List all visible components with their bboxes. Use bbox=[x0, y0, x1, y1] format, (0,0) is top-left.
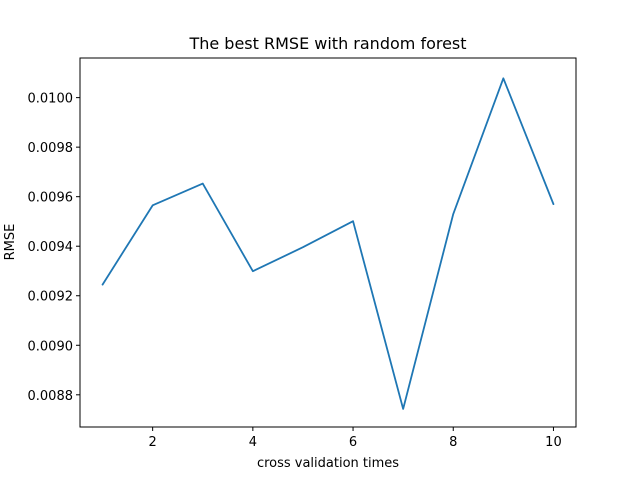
x-tick-label: 8 bbox=[449, 435, 457, 450]
y-tick-label: 0.0096 bbox=[28, 191, 74, 206]
x-tick-label: 2 bbox=[149, 435, 157, 450]
y-tick-label: 0.0098 bbox=[28, 141, 74, 156]
plot-frame bbox=[79, 57, 577, 428]
y-tick-label: 0.0094 bbox=[28, 240, 74, 255]
y-axis-label: RMSE bbox=[3, 224, 18, 261]
chart-title: The best RMSE with random forest bbox=[188, 34, 466, 53]
x-tick-label: 6 bbox=[349, 435, 357, 450]
x-tick-label: 4 bbox=[249, 435, 257, 450]
y-tick-label: 0.0092 bbox=[28, 290, 74, 305]
y-tick-label: 0.0088 bbox=[28, 389, 74, 404]
x-axis-label: cross validation times bbox=[257, 456, 399, 471]
y-tick-label: 0.0090 bbox=[28, 339, 74, 354]
x-tick-label: 10 bbox=[545, 435, 562, 450]
series-line bbox=[101, 77, 555, 410]
plot-area bbox=[101, 77, 555, 410]
y-tick-label: 0.0100 bbox=[28, 92, 74, 107]
